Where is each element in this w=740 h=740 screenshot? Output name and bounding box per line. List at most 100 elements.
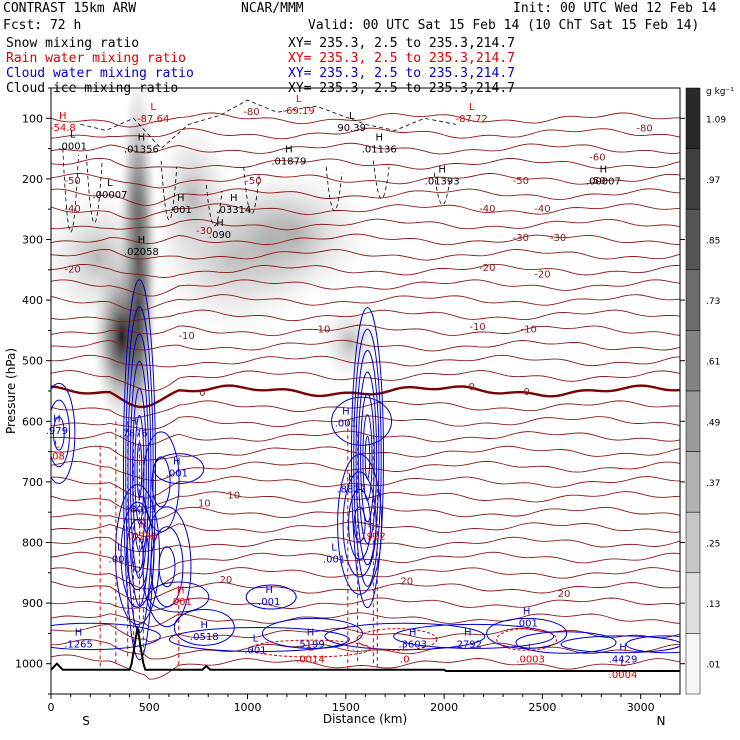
cloud-water-contour	[127, 333, 152, 606]
colorbar-label: .85	[706, 237, 720, 247]
extremum-type-label: H	[173, 457, 181, 468]
colorbar-swatch	[685, 87, 701, 149]
colorbar-label: .73	[706, 297, 720, 307]
cloud-water-contour	[625, 635, 680, 654]
extremum-type-label: L	[349, 111, 355, 122]
extremum-type-label: H	[438, 164, 446, 175]
y-tick-label: 700	[22, 476, 43, 489]
colorbar: 1.09 .97 .85 .73 .61 .49 .37 .25 .13 .01	[685, 87, 726, 695]
extremum-type-label: L	[402, 643, 408, 654]
cloud-ice-contour	[160, 160, 178, 221]
extremum-value-label: .8013	[127, 504, 156, 515]
temperature-label: 0	[468, 382, 474, 393]
chart-header: CONTRAST 15km ARW NCAR/MMM Init: 00 UTC …	[0, 0, 740, 100]
extremum-value-label: .4429	[609, 655, 638, 666]
y-tick-label: 600	[22, 415, 43, 428]
temperature-isotherm	[51, 127, 680, 140]
extremum-type-label: H	[138, 235, 146, 246]
temperature-isotherm	[51, 370, 680, 392]
cloud-water-contour	[132, 387, 147, 552]
y-tick-label: 1000	[15, 658, 43, 671]
extremum-type-label: H	[138, 492, 146, 503]
colorbar-label: .01	[706, 661, 720, 671]
extremum-type-label: H	[600, 164, 608, 175]
extremum-value-label: .08	[49, 452, 65, 463]
temperature-isotherm	[51, 218, 680, 231]
extremum-type-label: H	[307, 627, 315, 638]
model-title: CONTRAST 15km ARW	[3, 1, 137, 16]
colorbar-swatch	[685, 330, 701, 392]
x-tick-label: 1500	[332, 701, 360, 714]
rain-water-contours	[99, 421, 558, 670]
extremum-type-label: L	[54, 440, 60, 451]
extremum-value-label: .01136	[362, 144, 397, 155]
extremum-type-label: L	[296, 94, 302, 105]
cloud-water-contour	[173, 608, 235, 646]
extremum-type-label: H	[342, 406, 350, 417]
extremum-type-label: L	[620, 658, 626, 669]
temperature-isotherm	[51, 324, 680, 337]
temperature-isotherm	[51, 551, 680, 571]
extremum-type-label: H	[230, 193, 238, 204]
colorbar-swatch	[685, 451, 701, 513]
temperature-isotherm	[51, 354, 680, 368]
temperature-isotherm	[51, 112, 680, 128]
temperature-label: -50	[589, 176, 605, 187]
extremum-value-label: .979	[46, 426, 68, 437]
extremum-value-label: .8827	[337, 484, 366, 495]
cloud-water-contour	[342, 471, 377, 578]
temperature-isotherm	[51, 384, 680, 409]
valid-time: Valid: 00 UTC Sat 15 Feb 14 (10 ChT Sat …	[308, 18, 700, 33]
extremum-value-label: .0518	[190, 632, 219, 643]
extremum-type-label: L	[107, 178, 113, 189]
cloud-water-contour	[122, 279, 156, 661]
temperature-label: -50	[64, 176, 80, 187]
temperature-label: -50	[245, 176, 261, 187]
extremum-value-label: .1922	[357, 532, 386, 543]
extremum-value-label: .0014	[296, 655, 325, 666]
colorbar-label: .25	[706, 540, 720, 550]
extremum-value-label: .0003	[516, 655, 545, 666]
rain-field-xy: XY= 235.3, 2.5 to 235.3,214.7	[288, 51, 515, 66]
extremum-type-label: H	[177, 193, 185, 204]
cloud-water-contour	[153, 453, 205, 485]
temperature-isotherm	[51, 188, 680, 206]
extremum-type-label: H	[265, 585, 273, 596]
rain-water-contour	[496, 628, 558, 651]
cloud-water-contour	[348, 488, 372, 560]
extremum-value-label: -54.8	[50, 123, 76, 134]
extremum-value-label: .01393	[425, 176, 460, 187]
temperature-isotherm	[51, 491, 680, 511]
temperature-isotherm	[51, 203, 680, 220]
temperature-isotherm	[51, 279, 680, 297]
temperature-isotherm	[51, 476, 680, 499]
colorbar-swatch	[685, 208, 701, 271]
cloud-water-contour	[357, 371, 378, 544]
extremum-type-label: H	[75, 627, 83, 638]
x-tick-label: 3000	[627, 701, 655, 714]
extremum-type-label: H	[216, 218, 224, 229]
temperature-isotherm	[51, 639, 680, 660]
y-tick-label: 400	[22, 294, 43, 307]
y-tick-label: 500	[22, 355, 43, 368]
cloud-ice-contour	[325, 166, 343, 212]
x-axis-label: Distance (km)	[323, 712, 407, 726]
cloud-water-contour	[168, 626, 350, 652]
cloud-water-contour	[125, 519, 149, 591]
cloud-water-contour	[331, 396, 393, 446]
cloud-water-contour	[51, 382, 76, 484]
rain-water-contour	[356, 628, 438, 651]
extremum-type-label: H	[53, 414, 61, 425]
temperature-label: 0	[199, 388, 205, 399]
cloud-water-field-xy: XY= 235.3, 2.5 to 235.3,214.7	[288, 66, 515, 81]
extremum-type-label: L	[528, 643, 534, 654]
colorbar-label: .13	[706, 600, 720, 610]
extremum-value-label: .001	[335, 418, 357, 429]
cloud-water-contour	[51, 622, 161, 651]
extremum-type-label: H	[140, 520, 148, 531]
cloud-water-contour	[360, 392, 375, 523]
extremum-value-label: .0001	[58, 141, 87, 152]
extremum-value-label: .01356	[124, 144, 159, 155]
cloud-water-contour	[261, 617, 363, 649]
